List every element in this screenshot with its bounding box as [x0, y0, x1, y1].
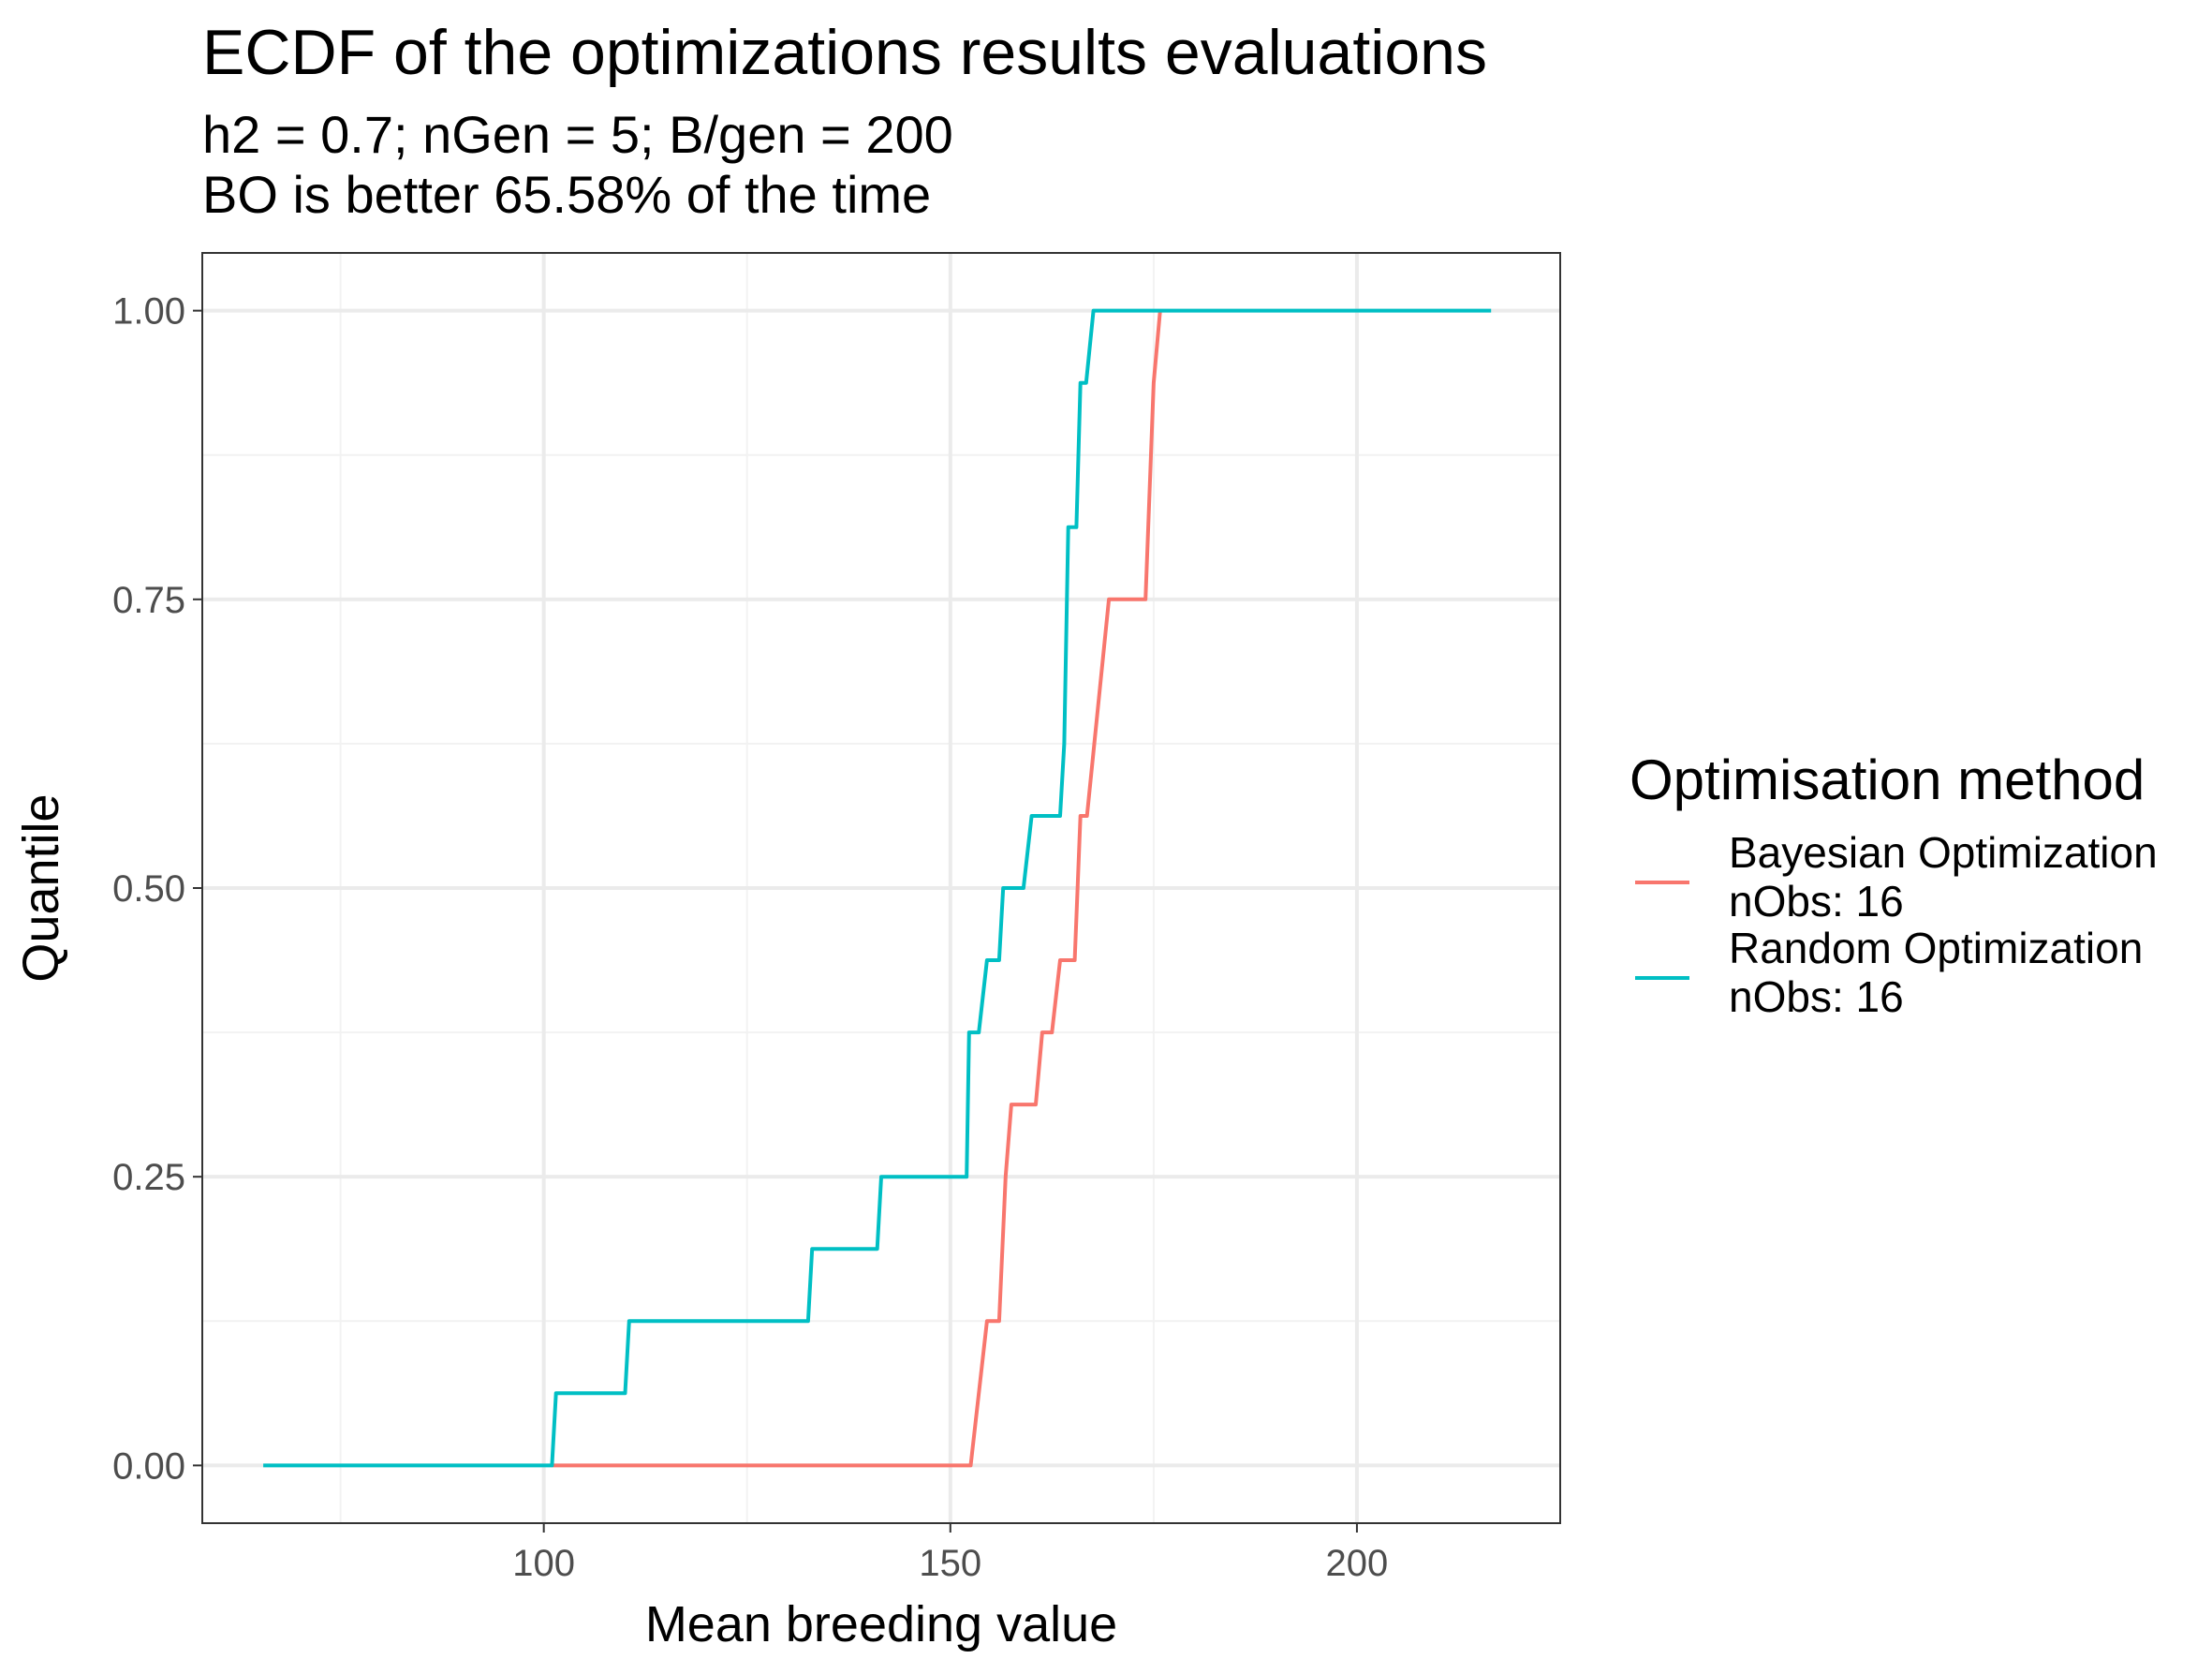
y-tick-label: 0.25: [112, 1157, 185, 1198]
legend-label-1-line-2: nObs: 16: [1729, 877, 1904, 926]
grid-lines: [202, 253, 1561, 1523]
x-tick-label: 150: [919, 1543, 981, 1584]
legend: Optimisation method Bayesian Optimizatio…: [1630, 748, 2158, 1021]
legend-label-2-line-2: nObs: 16: [1729, 972, 1904, 1021]
series-line-2: [263, 308, 1492, 1468]
series-lines: [263, 308, 1492, 1468]
chart-subtitle-line-2: BO is better 65.58% of the time: [202, 165, 932, 224]
y-tick-label: 0.00: [112, 1445, 185, 1487]
y-tick-label: 0.50: [112, 868, 185, 910]
chart-title: ECDF of the optimizations results evalua…: [202, 17, 1487, 88]
y-tick-label: 0.75: [112, 580, 185, 621]
legend-title: Optimisation method: [1630, 748, 2145, 811]
x-tick-label: 100: [512, 1543, 575, 1584]
y-tick-label: 1.00: [112, 291, 185, 333]
legend-label-1-line-1: Bayesian Optimization: [1729, 828, 2158, 877]
axis-ticks: 100 150 200 0.00 0.25 0.50 0.75 1.00: [112, 291, 1388, 1584]
series-line-1: [552, 310, 1162, 1468]
x-tick-label: 200: [1326, 1543, 1389, 1584]
legend-label-2-line-1: Random Optimization: [1729, 924, 2143, 972]
y-axis-title: Quantile: [13, 793, 69, 982]
x-axis-title: Mean breeding value: [645, 1596, 1117, 1652]
chart-subtitle-line-1: h2 = 0.7; nGen = 5; B/gen = 200: [202, 105, 953, 164]
